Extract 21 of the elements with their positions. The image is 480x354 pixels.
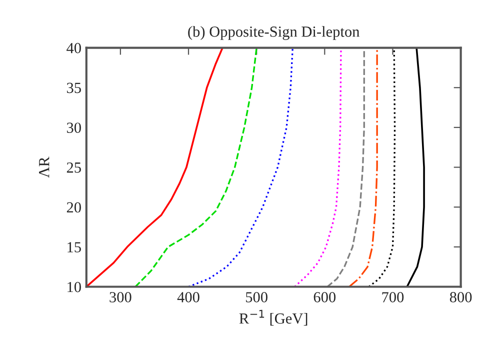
y-tick-label: 30 (66, 122, 81, 133)
y-tick-label: 20 (66, 202, 81, 213)
x-tick-label: 800 (450, 292, 472, 302)
y-tick-label: 10 (68, 282, 81, 292)
y-tick-label: 35 (66, 82, 81, 94)
line-series (134, 48, 258, 287)
x-tick-label: 600 (314, 292, 336, 302)
x-tick-label: 300 (110, 292, 132, 302)
chart-title: (b) Opposite-Sign Di-lepton (188, 26, 360, 40)
x-tick-label: 700 (382, 292, 404, 302)
line-series (406, 48, 425, 287)
y-tick-label: 15 (68, 242, 81, 252)
x-axis-title: R$^{−1}$ [GeV] (239, 310, 308, 326)
y-tick-label: 25 (66, 162, 81, 173)
line-series (294, 48, 342, 287)
x-tick-label: 400 (177, 292, 200, 302)
x-tick-label: 500 (246, 292, 268, 302)
line-series (348, 48, 378, 287)
y-axis-title: ΛR (39, 156, 50, 178)
line-series (368, 48, 396, 287)
y-tick-label: 40 (66, 42, 81, 54)
